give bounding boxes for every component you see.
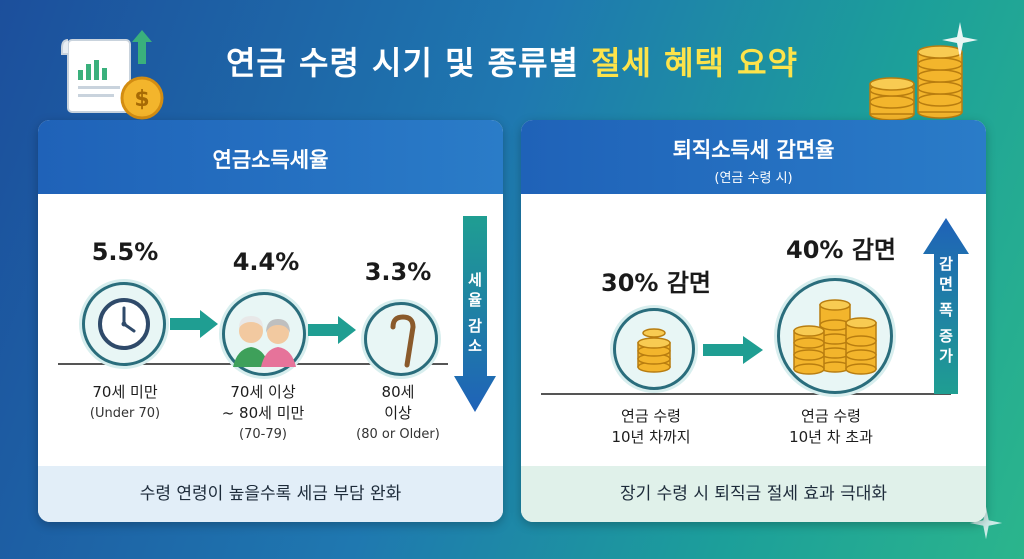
rate-80-plus: 3.3% [364,258,432,286]
svg-text:$: $ [134,87,149,112]
label-70-79: 70세 이상 ~ 80세 미만 (70-79) [221,383,305,442]
small-coin-circle [613,308,695,390]
cane-icon [390,314,416,368]
elderly-couple-icon [233,316,296,367]
title-main: 연금 수령 시기 및 종류별 [225,44,592,82]
rate-30: 30% 감면 [601,269,711,297]
sparkle-icon [942,22,978,58]
arrow-right-icon [703,336,763,364]
cane-circle [364,302,438,376]
arrow-right-icon [170,310,218,338]
large-coin-circle [777,278,893,394]
arrow-down-icon [454,216,496,412]
clock-circle [82,282,166,366]
title-highlight: 절세 혜택 요약 [591,44,799,82]
arrow-up-icon [923,218,969,394]
tax-decrease-label: 세 율 감 소 [468,271,482,355]
large-coin-stack-icon [793,299,877,375]
reduction-increase-label: 감 면 폭 증 가 [939,255,953,365]
rate-40: 40% 감면 [786,236,896,264]
panel-title: 퇴직소득세 감면율 [672,138,835,162]
pension-tax-rate-panel: 연금소득세율 5.5% 4.4% 3.3% [38,120,503,522]
couple-circle [222,292,306,376]
coin-stacks-icon [869,45,963,121]
rate-70-79: 4.4% [232,248,300,276]
baseline [541,393,951,395]
label-up-to-10y: 연금 수령 10년 차까지 [611,407,691,446]
panel-footer: 장기 수령 시 퇴직금 절세 효과 극대화 [521,466,986,522]
arrow-right-icon [308,316,356,344]
panel-title: 연금소득세율 [212,148,329,172]
sparkle-icon [969,506,1003,540]
small-coin-stack-icon [637,328,671,373]
label-80-plus: 80세 이상 (80 or Older) [356,383,440,442]
report-coin-icon: $ [61,30,164,120]
label-over-10y: 연금 수령 10년 차 초과 [789,407,873,446]
panel-subtitle: (연금 수령 시) [714,171,793,186]
page-title: 연금 수령 시기 및 종류별 절세 혜택 요약 [0,38,1024,84]
panel-header: 연금소득세율 [38,120,503,194]
rate-under-70: 5.5% [91,238,159,266]
clock-icon [98,298,150,350]
label-under-70: 70세 미만 (Under 70) [89,383,161,421]
panel-header: 퇴직소득세 감면율 (연금 수령 시) [521,120,986,194]
panel-footer: 수령 연령이 높을수록 세금 부담 완화 [38,466,503,522]
retirement-tax-reduction-panel: 퇴직소득세 감면율 (연금 수령 시) 30% 감면 40% 감면 [521,120,986,522]
